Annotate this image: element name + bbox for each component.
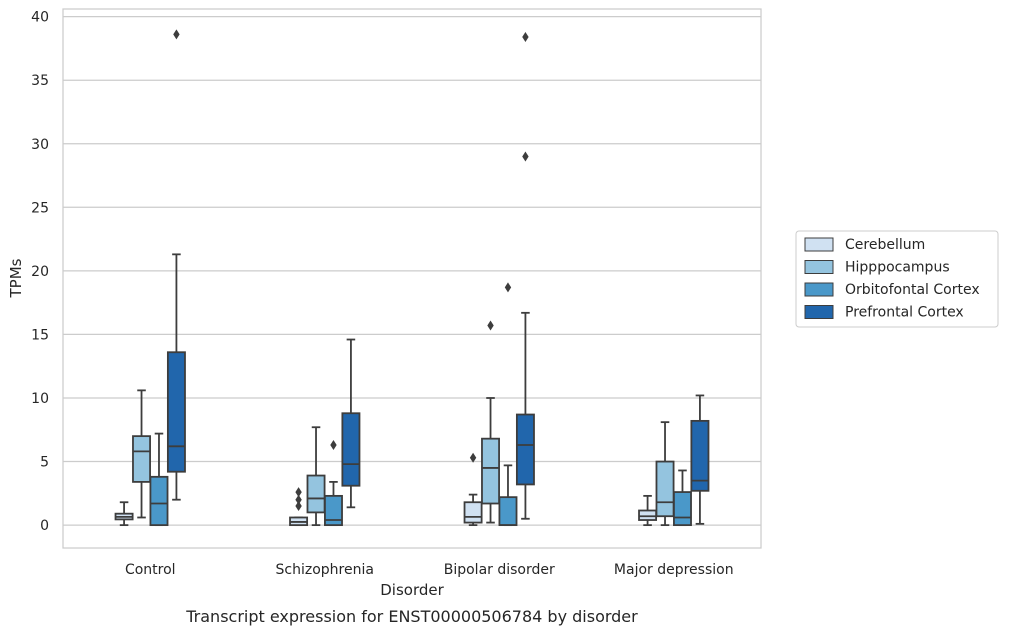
box-2-2 (498, 282, 518, 527)
box (341, 412, 361, 487)
box (498, 496, 518, 527)
outlier-point (173, 29, 180, 40)
box-0-1 (132, 389, 151, 519)
legend-label: Cerebellum (845, 237, 925, 253)
box (149, 475, 169, 527)
chart-caption: Transcript expression for ENST0000050678… (185, 607, 638, 626)
y-tick-label: 25 (31, 200, 49, 216)
y-tick-label: 15 (31, 327, 49, 343)
box (324, 494, 343, 527)
box-3-3 (690, 394, 710, 525)
box-0-0 (114, 501, 134, 527)
plot-frame (62, 8, 762, 549)
x-tick-label: Schizophrenia (276, 562, 374, 578)
box-0-2 (149, 432, 169, 527)
box-1-1 (306, 426, 326, 527)
outlier-point (522, 31, 529, 42)
x-tick-label: Control (125, 562, 176, 578)
y-tick-label: 35 (31, 73, 49, 89)
box-3-1 (655, 421, 675, 527)
box-1-3 (341, 338, 361, 509)
box (463, 501, 483, 524)
box (515, 413, 535, 486)
legend-swatch (804, 260, 834, 274)
outlier-point (487, 320, 494, 331)
legend-label: Hipppocampus (845, 260, 950, 276)
box-2-3 (515, 31, 535, 520)
outlier-point (295, 494, 302, 505)
outlier-point (504, 282, 512, 293)
legend-frame (795, 230, 999, 328)
y-tick-label: 5 (40, 455, 49, 471)
legend-swatch (804, 237, 834, 252)
box-1-2 (324, 440, 343, 527)
legend: Cerebellum Hipppocampus Orbitofontal Corte… (795, 230, 999, 328)
box (166, 351, 186, 473)
outlier-point (522, 151, 529, 162)
box (638, 509, 658, 521)
legend-label: Orbitofontal Cortex (845, 282, 980, 298)
outlier-point (295, 501, 302, 512)
outlier-point (330, 440, 337, 451)
y-axis-label: TPMs (7, 258, 25, 298)
box (481, 437, 500, 505)
box (655, 460, 675, 518)
x-tick-label: Bipolar disorder (444, 562, 555, 578)
y-tick-labels: 0 5 10 15 20 25 30 35 40 (31, 10, 49, 534)
legend-label: Prefrontal Cortex (845, 305, 964, 321)
legend-swatch (804, 305, 834, 319)
boxes-layer (114, 29, 710, 527)
box-2-1 (481, 320, 500, 524)
y-tick-label: 0 (40, 518, 49, 534)
y-tick-label: 30 (31, 137, 49, 153)
box (132, 435, 151, 483)
box-0-3 (166, 29, 186, 501)
box (673, 491, 692, 527)
box (690, 419, 710, 492)
box (306, 474, 326, 514)
box-3-2 (673, 469, 692, 527)
legend-swatch (804, 282, 834, 297)
x-axis-label: Disorder (380, 581, 444, 599)
y-tick-label: 20 (31, 264, 49, 280)
y-tick-label: 10 (31, 391, 49, 407)
x-tick-labels: Control Schizophrenia Bipolar disorder Majo… (125, 562, 734, 578)
x-tick-label: Major depression (614, 562, 734, 578)
y-tick-label: 40 (31, 10, 49, 26)
box-2-0 (463, 452, 483, 527)
box-3-0 (638, 494, 658, 527)
outlier-point (295, 487, 302, 498)
outlier-point (469, 452, 477, 463)
box-1-0 (289, 487, 309, 527)
